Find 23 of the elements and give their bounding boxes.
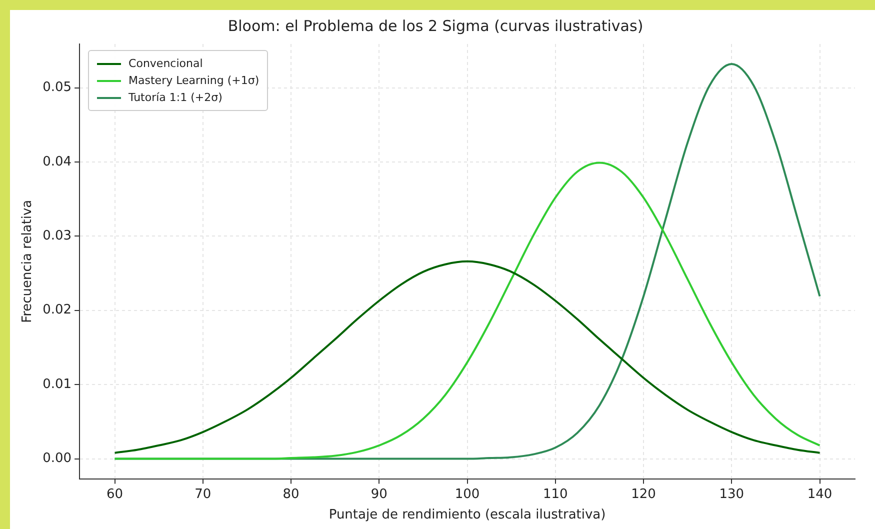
x-axis-title: Puntaje de rendimiento (escala ilustrativa) <box>328 508 606 523</box>
y-tick-label: 0.01 <box>42 376 72 392</box>
x-tick-label: 130 <box>719 486 744 502</box>
x-tick-label: 80 <box>282 486 300 502</box>
y-tick-label: 0.04 <box>42 154 72 170</box>
x-tick-label: 120 <box>631 486 656 502</box>
x-tick-label: 100 <box>454 486 480 502</box>
legend-label: Mastery Learning (+1σ) <box>128 74 260 87</box>
x-tick-label: 110 <box>542 486 568 502</box>
chart-title: Bloom: el Problema de los 2 Sigma (curvas ilustrativas) <box>228 16 644 35</box>
line-series <box>114 162 821 460</box>
legend-label: Convencional <box>128 57 203 70</box>
legend-label: Tutoría 1:1 (+2σ) <box>128 91 222 104</box>
y-tick-label: 0.05 <box>42 80 72 96</box>
y-tick-label: 0.00 <box>42 451 72 466</box>
y-tick-label: 0.02 <box>42 302 72 318</box>
x-tick-label: 90 <box>370 486 388 502</box>
x-tick-label: 60 <box>106 486 124 502</box>
x-tick-label: 140 <box>807 486 832 502</box>
y-axis-title: Frecuencia relativa <box>20 200 36 323</box>
x-tick-label: 70 <box>194 486 212 502</box>
line-series <box>114 260 821 454</box>
y-tick-label: 0.03 <box>42 228 72 244</box>
